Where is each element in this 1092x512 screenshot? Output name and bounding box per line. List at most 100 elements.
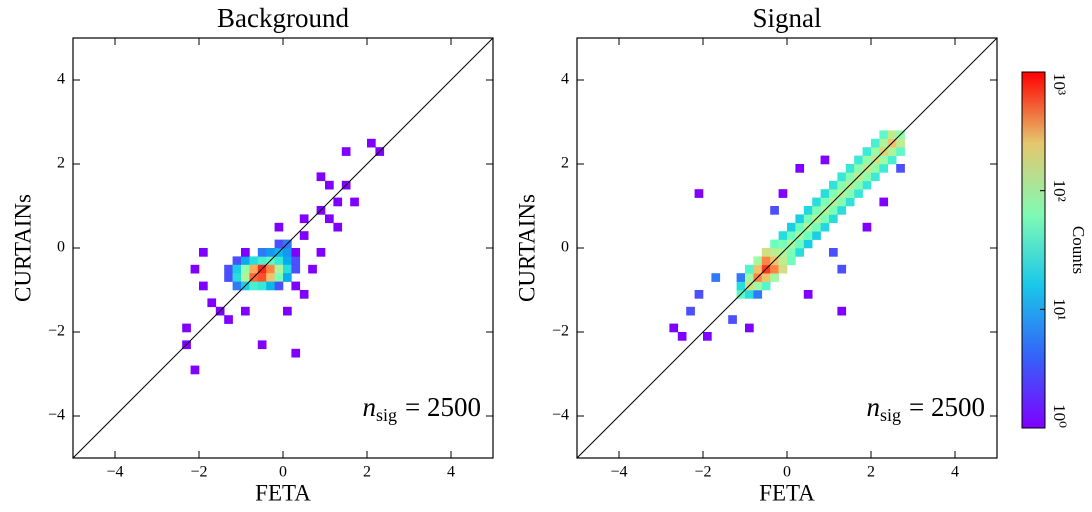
hist-cell	[879, 197, 889, 207]
y-tick-label: −4	[552, 407, 569, 424]
hist-cell	[703, 332, 712, 341]
hist-cell	[736, 281, 746, 291]
hist-cell	[257, 281, 267, 291]
hist-cell	[812, 197, 821, 207]
hist-cell	[845, 172, 855, 182]
hist-cell	[837, 180, 847, 190]
hist-cell	[761, 256, 771, 266]
hist-cell	[753, 290, 763, 299]
hist-cell	[266, 264, 275, 274]
annotation-text: = 2500	[405, 392, 481, 422]
hist-cell	[199, 281, 208, 291]
hist-cell	[745, 273, 754, 282]
x-tick-label: −4	[106, 464, 123, 481]
hist-cell	[232, 281, 242, 291]
hist-cell	[266, 281, 275, 291]
hist-cell	[879, 164, 889, 173]
hist-cell	[770, 273, 779, 282]
hist-cell	[241, 256, 250, 266]
hist-cell	[887, 130, 897, 140]
hist-cell	[241, 264, 250, 274]
hist-cell	[190, 264, 200, 274]
hist-cell	[736, 273, 746, 282]
x-tick-label: 4	[447, 464, 455, 481]
hist-cell	[803, 290, 813, 299]
hist-cell	[812, 231, 821, 240]
hist-cell	[341, 147, 351, 156]
annotation-subscript: sig	[880, 405, 901, 425]
hist-cell	[266, 273, 275, 282]
hist-cell	[887, 155, 897, 165]
colorbar	[1021, 71, 1046, 429]
hist-cell	[837, 306, 847, 316]
hist-cell	[325, 214, 334, 224]
hist-cell	[232, 273, 242, 282]
hist-cell	[333, 222, 343, 232]
hist-cell	[871, 172, 880, 182]
hist-cell	[283, 273, 292, 282]
hist-cell	[795, 222, 805, 232]
hist-cell	[803, 239, 813, 249]
hist-cell	[694, 189, 704, 198]
hist-cell	[803, 206, 813, 215]
hist-cell	[778, 239, 788, 249]
y-tick-label: 2	[57, 155, 65, 172]
hist-cell	[224, 315, 233, 324]
hist-cell	[795, 248, 805, 257]
y-axis-label: CURTAINs	[10, 194, 35, 302]
hist-cell	[829, 248, 838, 257]
x-tick-label: −2	[694, 464, 711, 481]
hist-cell	[837, 172, 847, 182]
annotation-symbol: n	[363, 392, 377, 422]
hist-cell	[745, 290, 754, 299]
annotation: nsig = 2500	[867, 392, 986, 425]
hist-cell	[753, 264, 763, 274]
hist-cell	[829, 189, 838, 198]
hist-cell	[845, 164, 855, 173]
hist-cell	[854, 189, 863, 198]
x-axis-label: FETA	[255, 480, 311, 505]
hist-cell	[241, 248, 250, 257]
hist-cell	[207, 298, 217, 308]
hist-cell	[283, 256, 292, 266]
hist-cell	[274, 273, 284, 282]
hist-cell	[745, 264, 754, 274]
hist-cell	[803, 231, 813, 240]
hist-cell	[199, 248, 208, 257]
hist-cell	[879, 155, 889, 165]
x-tick-label: −2	[190, 464, 207, 481]
hist-cell	[266, 248, 275, 257]
hist-cell	[845, 189, 855, 198]
hist-cell	[862, 172, 872, 182]
hist-cell	[257, 340, 267, 350]
hist-cell	[274, 264, 284, 274]
annotation-symbol: n	[867, 392, 881, 422]
hist-cell	[232, 256, 242, 266]
hist-cell	[761, 248, 771, 257]
colorbar-tick-label: 10³	[1050, 73, 1069, 95]
hist-cell	[837, 264, 847, 274]
diagonal-line	[576, 37, 998, 459]
hist-cell	[669, 323, 679, 333]
hist-cell	[837, 197, 847, 207]
x-axis-label: FETA	[759, 480, 815, 505]
hist-cell	[257, 273, 267, 282]
hist-cell	[829, 206, 838, 215]
hist-cell	[283, 248, 292, 257]
hist-cell	[367, 138, 376, 148]
hist-cell	[728, 315, 737, 324]
hist-cell	[887, 147, 897, 156]
hist-cell	[686, 306, 695, 316]
colorbar-tick-label: 10²	[1050, 180, 1069, 202]
y-tick-label: 2	[561, 155, 569, 172]
hist-cell	[820, 214, 830, 224]
hist-cell	[787, 256, 796, 266]
colorbar-tick-label: 10¹	[1050, 298, 1069, 320]
hist-cell	[820, 155, 830, 165]
x-tick-label: −4	[610, 464, 627, 481]
hist-cell	[249, 264, 259, 274]
hist-cell	[812, 206, 821, 215]
hist-cell	[283, 306, 292, 316]
hist-cell	[677, 332, 687, 341]
hist-cell	[778, 264, 788, 274]
